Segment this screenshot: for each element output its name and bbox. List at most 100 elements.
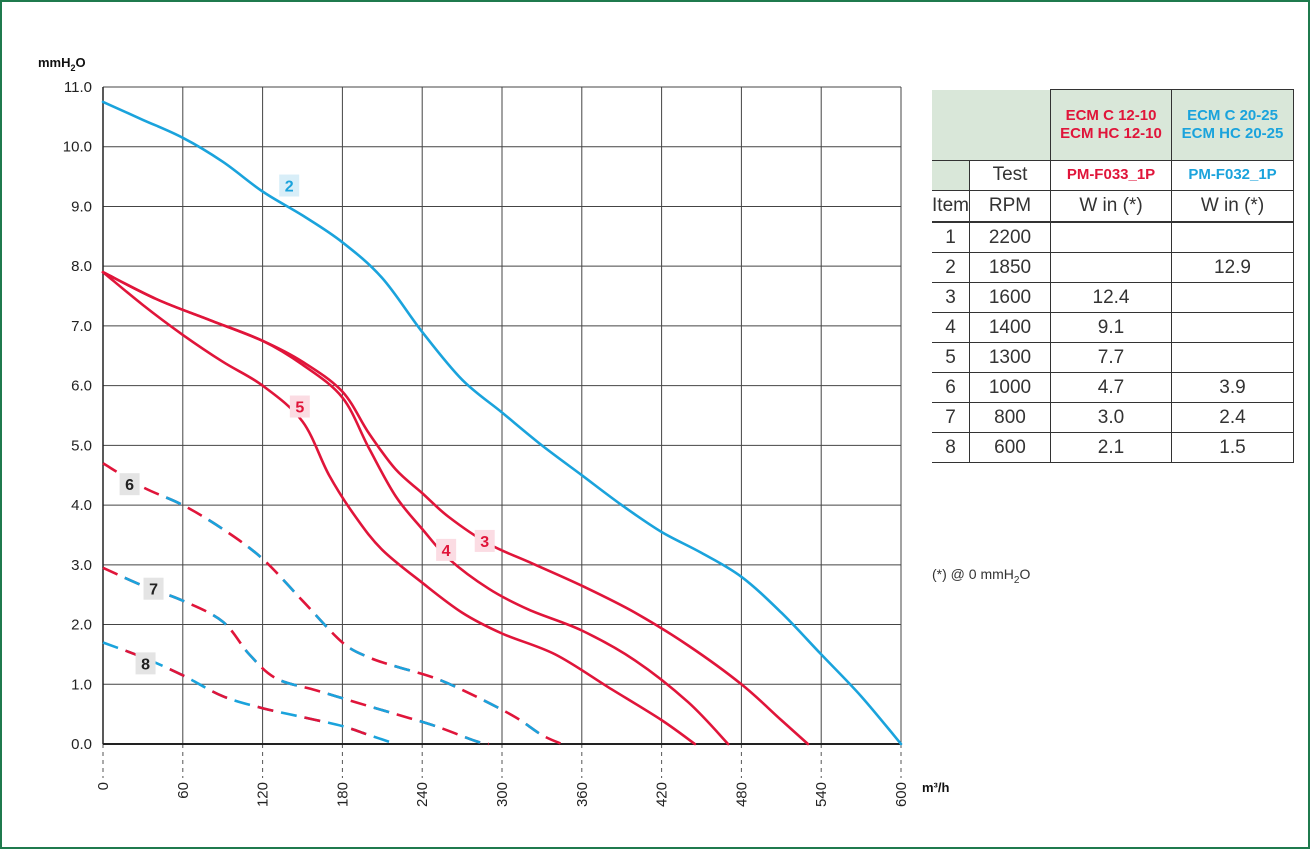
curve-label-text: 3 bbox=[480, 534, 489, 551]
cell-item: 5 bbox=[932, 342, 970, 373]
series-line-5 bbox=[101, 270, 697, 746]
model-a-line1: ECM C 12-10 bbox=[1065, 106, 1157, 124]
curve-label-text: 2 bbox=[285, 179, 294, 196]
series-line-7-alt bbox=[102, 566, 489, 746]
cell-b bbox=[1171, 282, 1294, 313]
table-row: 1 2200 bbox=[932, 221, 1294, 253]
y-tick-label: 1.0 bbox=[71, 676, 92, 693]
table-row: 3 1600 12.4 bbox=[932, 282, 1294, 313]
x-tick-label: 360 bbox=[574, 782, 591, 807]
curve-label-bg bbox=[436, 538, 457, 561]
curve-label-text: 5 bbox=[295, 400, 304, 417]
x-tick-labels: 0 60 120 180 240 300 360 420 480 540 600 bbox=[95, 782, 910, 807]
cell-a: 4.7 bbox=[1050, 372, 1172, 403]
cell-b: 3.9 bbox=[1171, 372, 1294, 403]
curve-label-text: 6 bbox=[125, 477, 134, 494]
curve-label-text: 8 bbox=[141, 656, 150, 673]
x-tick-label: 0 bbox=[95, 782, 112, 790]
header-blank bbox=[932, 89, 1051, 161]
footnote-sub: 2 bbox=[1013, 574, 1020, 586]
table-row: 7 800 3.0 2.4 bbox=[932, 402, 1294, 433]
header-model-b: ECM C 20-25 ECM HC 20-25 bbox=[1171, 89, 1294, 161]
table-header-codes: Test PM-F033_1P PM-F032_1P bbox=[932, 159, 1294, 191]
y-tick-label: 0.0 bbox=[71, 736, 92, 753]
cell-b bbox=[1171, 221, 1294, 253]
col-win-a: W in (*) bbox=[1050, 189, 1172, 223]
table-row: 6 1000 4.7 3.9 bbox=[932, 372, 1294, 403]
table-header-columns: Item RPM W in (*) W in (*) bbox=[932, 189, 1294, 223]
y-tick-label: 9.0 bbox=[71, 198, 92, 215]
table-body: 1 2200 2 1850 12.9 3 1600 12.4 4 1400 9.1 5 1300 7.7 6… bbox=[932, 221, 1294, 463]
y-tick-label: 3.0 bbox=[71, 557, 92, 574]
curve-label-2: 2 bbox=[279, 174, 300, 197]
curve-label-bg bbox=[143, 577, 164, 600]
x-tick-label: 240 bbox=[414, 782, 431, 807]
curve-label-text: 4 bbox=[442, 543, 451, 560]
cell-item: 4 bbox=[932, 312, 970, 343]
footnote-prefix: (*) @ 0 mmH bbox=[932, 566, 1014, 582]
y-tick-label: 8.0 bbox=[71, 258, 92, 275]
series-line-6-alt bbox=[102, 462, 563, 746]
series-line-2 bbox=[101, 100, 903, 746]
cell-b: 12.9 bbox=[1171, 252, 1294, 283]
curve-label-layer: 2 3 4 5 6 7 8 bbox=[119, 174, 495, 675]
series-layer bbox=[101, 100, 903, 746]
header-test: Test bbox=[969, 159, 1051, 191]
cell-rpm: 1400 bbox=[969, 312, 1051, 343]
x-tick-label: 60 bbox=[175, 782, 192, 799]
curve-label-text: 7 bbox=[149, 582, 158, 599]
cell-item: 8 bbox=[932, 432, 970, 463]
cell-rpm: 1300 bbox=[969, 342, 1051, 373]
cell-b bbox=[1171, 342, 1294, 373]
curve-label-bg bbox=[474, 529, 495, 552]
cell-item: 3 bbox=[932, 282, 970, 313]
curve-label-8: 8 bbox=[135, 652, 156, 675]
curve-label-bg bbox=[135, 652, 156, 675]
cell-a: 12.4 bbox=[1050, 282, 1172, 313]
cell-a: 7.7 bbox=[1050, 342, 1172, 373]
header-code-blank bbox=[932, 159, 970, 191]
cell-a: 2.1 bbox=[1050, 432, 1172, 463]
curve-label-bg bbox=[289, 395, 310, 418]
table-row: 8 600 2.1 1.5 bbox=[932, 432, 1294, 463]
header-code-a: PM-F033_1P bbox=[1050, 159, 1172, 191]
y-tick-label: 10.0 bbox=[63, 139, 92, 156]
y-tick-labels: 0.0 1.0 2.0 3.0 4.0 5.0 6.0 7.0 8.0 9.0 10.0 11.0 bbox=[63, 79, 92, 753]
y-tick-label: 7.0 bbox=[71, 318, 92, 335]
curve-label-7: 7 bbox=[143, 577, 164, 600]
model-b-line2: ECM HC 20-25 bbox=[1181, 124, 1284, 142]
model-a-line2: ECM HC 12-10 bbox=[1060, 124, 1162, 142]
cell-b: 1.5 bbox=[1171, 432, 1294, 463]
col-item: Item bbox=[932, 189, 970, 223]
table-row: 5 1300 7.7 bbox=[932, 342, 1294, 373]
cell-rpm: 800 bbox=[969, 402, 1051, 433]
curve-label-4: 4 bbox=[436, 538, 457, 561]
col-rpm: RPM bbox=[969, 189, 1051, 223]
x-tick-label: 120 bbox=[255, 782, 272, 807]
x-tick-label: 300 bbox=[494, 782, 511, 807]
footnote-suffix: O bbox=[1019, 566, 1031, 582]
cell-item: 2 bbox=[932, 252, 970, 283]
series-line-4 bbox=[101, 270, 730, 746]
cell-rpm: 1000 bbox=[969, 372, 1051, 403]
col-win-b: W in (*) bbox=[1171, 189, 1294, 223]
cell-a: 9.1 bbox=[1050, 312, 1172, 343]
cell-rpm: 2200 bbox=[969, 221, 1051, 253]
table-header-models: ECM C 12-10 ECM HC 12-10 ECM C 20-25 ECM… bbox=[932, 89, 1294, 161]
cell-b bbox=[1171, 312, 1294, 343]
y-axis-unit: mmH2O bbox=[38, 55, 86, 73]
chart-grid bbox=[102, 86, 902, 778]
x-tick-label: 480 bbox=[733, 782, 750, 807]
x-tick-label: 600 bbox=[893, 782, 910, 807]
header-code-b: PM-F032_1P bbox=[1171, 159, 1294, 191]
curve-label-bg bbox=[279, 174, 300, 197]
series-line-3 bbox=[101, 270, 810, 746]
footnote: (*) @ 0 mmH2O bbox=[932, 566, 1030, 586]
curve-label-bg bbox=[119, 473, 140, 496]
spec-table: ECM C 12-10 ECM HC 12-10 ECM C 20-25 ECM… bbox=[932, 89, 1294, 463]
cell-rpm: 1600 bbox=[969, 282, 1051, 313]
cell-item: 7 bbox=[932, 402, 970, 433]
y-tick-label: 6.0 bbox=[71, 378, 92, 395]
